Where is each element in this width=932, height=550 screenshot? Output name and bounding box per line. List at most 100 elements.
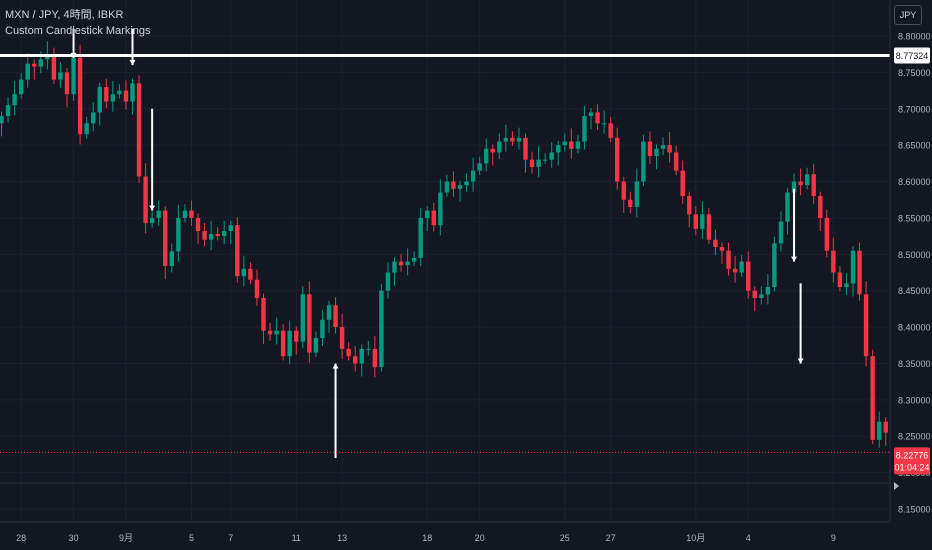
candle-body bbox=[149, 217, 155, 224]
level-price-label: 8.77324 bbox=[896, 51, 929, 61]
candle-body bbox=[163, 210, 168, 266]
candle-body bbox=[313, 337, 319, 353]
time-tick-label: 25 bbox=[560, 533, 570, 543]
time-tick-label: 11 bbox=[292, 533, 301, 543]
candle-body bbox=[804, 174, 810, 186]
price-grid bbox=[0, 0, 890, 522]
price-tick-label: 8.25000 bbox=[898, 432, 931, 442]
price-badges: 8.77324 8.22776 01:04:24 bbox=[894, 47, 930, 475]
scroll-to-realtime-icon[interactable] bbox=[894, 482, 899, 490]
price-levels bbox=[0, 53, 890, 484]
candle-body bbox=[91, 112, 96, 124]
candle-body bbox=[143, 176, 148, 224]
candle-body bbox=[680, 170, 685, 197]
candle-body bbox=[130, 83, 135, 102]
time-tick-label: 9月 bbox=[119, 533, 133, 543]
candle-body bbox=[484, 148, 489, 164]
candle-body bbox=[523, 137, 528, 160]
candle-body bbox=[503, 137, 509, 142]
candle-body bbox=[12, 94, 17, 106]
candle-body bbox=[824, 217, 829, 251]
candle-body bbox=[215, 233, 220, 237]
time-tick-label: 27 bbox=[606, 533, 616, 543]
candle-body bbox=[732, 268, 738, 273]
time-tick-label: 18 bbox=[422, 533, 432, 543]
indicator-title[interactable]: Custom Candlestick Markings bbox=[5, 25, 151, 37]
candle-body bbox=[51, 54, 57, 80]
time-tick-label: 10月 bbox=[686, 533, 705, 543]
candle-body bbox=[117, 90, 122, 95]
candle-body bbox=[477, 163, 482, 171]
candle-body bbox=[392, 261, 397, 273]
candle-body bbox=[497, 141, 502, 153]
candle-body bbox=[654, 148, 659, 157]
candle-body bbox=[673, 152, 679, 171]
candle-body bbox=[444, 181, 450, 193]
candle-body bbox=[536, 159, 541, 167]
candle-body bbox=[595, 112, 600, 124]
candle-body bbox=[71, 57, 76, 95]
candle-body bbox=[831, 250, 836, 273]
candle-body bbox=[261, 297, 266, 331]
last-price-badge bbox=[894, 447, 930, 475]
candle-body bbox=[195, 217, 201, 232]
candle-body bbox=[791, 181, 797, 193]
candle-body bbox=[182, 210, 188, 218]
marker-arrow-head bbox=[797, 358, 804, 364]
candle-body bbox=[863, 294, 869, 357]
candle-body bbox=[451, 181, 456, 189]
candle-body bbox=[320, 319, 325, 338]
time-axis[interactable]: 28 30 9月 5 7 11 13 18 20 25 27 10月 4 9 bbox=[0, 482, 899, 543]
candle-body bbox=[660, 145, 666, 149]
candle-body bbox=[641, 141, 646, 182]
currency-button[interactable]: JPY bbox=[894, 5, 922, 25]
candle-body bbox=[97, 86, 102, 113]
candle-body bbox=[772, 243, 777, 288]
candle-body bbox=[516, 137, 522, 142]
last-price-value: 8.22776 bbox=[896, 450, 929, 460]
candle-body bbox=[844, 283, 849, 288]
candle-body bbox=[510, 137, 515, 142]
price-axis[interactable]: 8.80000 8.75000 8.70000 8.65000 8.60000 8.550… bbox=[889, 0, 931, 522]
time-tick-label: 13 bbox=[337, 533, 347, 543]
price-tick-label: 8.60000 bbox=[898, 177, 931, 187]
candle-body bbox=[346, 348, 351, 357]
candle-body bbox=[379, 290, 384, 368]
candle-body bbox=[398, 261, 404, 266]
candle-body bbox=[5, 105, 11, 117]
level-price-badge bbox=[894, 47, 930, 64]
chart-legend: MXN / JPY, 4時間, IBKR Custom Candlestick … bbox=[5, 7, 151, 39]
time-tick-label: 30 bbox=[69, 533, 79, 543]
candle-body bbox=[818, 196, 823, 218]
candle-body bbox=[700, 214, 705, 229]
candle-body bbox=[307, 294, 312, 353]
countdown-label: 01:04:24 bbox=[894, 462, 929, 472]
candle-body bbox=[759, 294, 764, 298]
symbol-title[interactable]: MXN / JPY, 4時間, IBKR bbox=[5, 9, 124, 21]
candle-body bbox=[615, 137, 620, 182]
candle-body bbox=[156, 210, 161, 218]
candles bbox=[0, 41, 888, 448]
candle-body bbox=[110, 94, 116, 102]
candle-body bbox=[490, 148, 495, 153]
candle-body bbox=[634, 181, 640, 208]
candle-body bbox=[202, 231, 207, 240]
candle-body bbox=[222, 231, 227, 237]
candle-body bbox=[84, 123, 89, 135]
price-tick-label: 8.70000 bbox=[898, 104, 931, 114]
candle-body bbox=[274, 330, 279, 335]
candle-body bbox=[850, 250, 856, 284]
candle-body bbox=[353, 356, 358, 364]
candle-body bbox=[693, 214, 698, 229]
candle-body bbox=[752, 290, 757, 298]
price-tick-label: 8.45000 bbox=[898, 286, 931, 296]
candle-body bbox=[739, 261, 744, 273]
time-tick-label: 4 bbox=[746, 533, 751, 543]
candle-body bbox=[556, 145, 561, 153]
candle-body bbox=[811, 174, 816, 197]
candle-body bbox=[405, 261, 410, 266]
candle-body bbox=[241, 268, 247, 277]
candle-body bbox=[667, 145, 672, 153]
candle-body bbox=[189, 210, 194, 218]
